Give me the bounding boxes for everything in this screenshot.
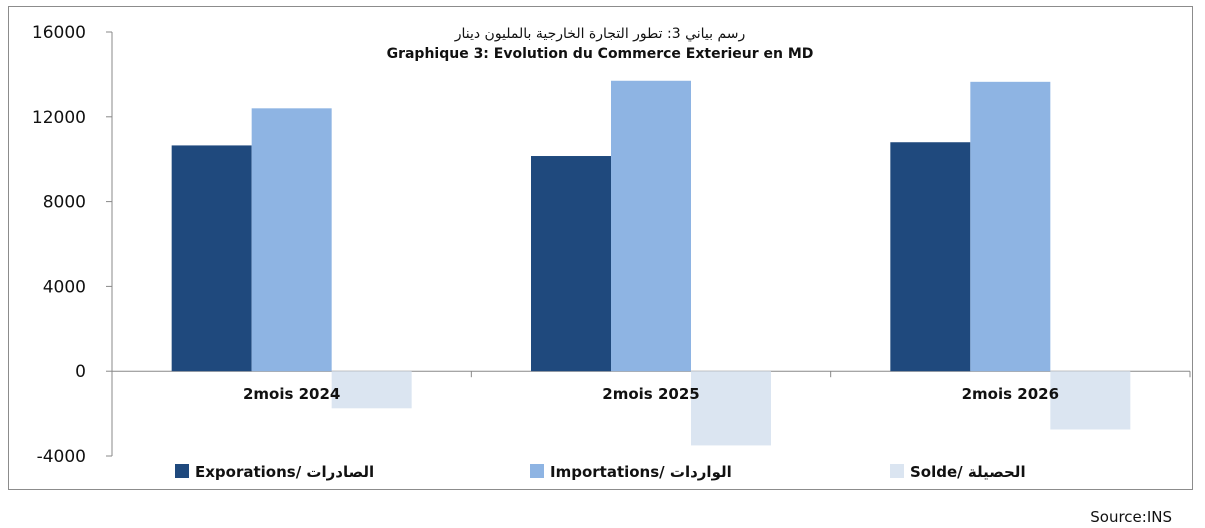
chart-title: Graphique 3: Evolution du Commerce Exter… (387, 46, 814, 62)
plot-area: -4000 0 4000 8000 12000 16000 2mois 2024 2mois … (32, 23, 1191, 467)
bar-series-0 (890, 142, 971, 372)
bar-series-2 (691, 371, 771, 446)
y-tick-label: 16000 (32, 23, 86, 43)
y-tick-label: 4000 (43, 277, 86, 297)
y-tick-label: 8000 (43, 193, 86, 213)
bar-series-0 (531, 156, 611, 372)
source-note: Source:INS (1090, 508, 1172, 526)
bar-series-1 (970, 81, 1051, 372)
x-category-label: 2mois 2024 (243, 385, 340, 403)
bar-series-1 (251, 108, 332, 372)
x-category-label: 2mois 2025 (602, 385, 699, 403)
y-tick-label: 0 (75, 362, 86, 382)
bar-series-2 (331, 371, 412, 409)
legend-swatch (175, 464, 189, 478)
bar-series-1 (611, 80, 691, 372)
bar-series-0 (171, 145, 252, 372)
legend-label: Exporations/ الصادرات (195, 463, 374, 481)
legend-swatch (530, 464, 544, 478)
legend-label: Solde/ الحصيلة (910, 463, 1026, 481)
y-tick-label: 12000 (32, 108, 86, 128)
legend-label: Importations/ الواردات (550, 463, 732, 481)
bar-series-2 (1050, 371, 1131, 430)
legend: Exporations/ الصادرات Importations/ الوار… (175, 463, 1026, 481)
x-category-label: 2mois 2026 (962, 385, 1059, 403)
legend-swatch (890, 464, 904, 478)
y-tick-label: -4000 (37, 447, 86, 467)
chart-title-arabic: رسم بياني 3: تطور التجارة الخارجية بالمل… (454, 26, 746, 42)
